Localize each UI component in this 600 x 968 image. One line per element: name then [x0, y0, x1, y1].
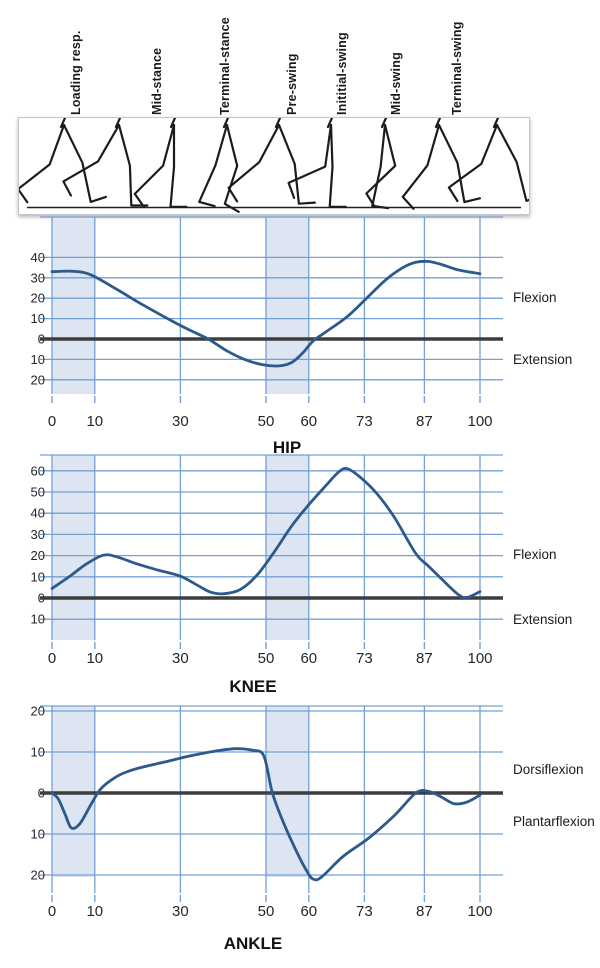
shaded-band: [266, 455, 309, 640]
x-tick-label: 0: [48, 650, 56, 667]
y-tick-label: 10: [31, 745, 45, 760]
axis-side-label-positive: Flexion: [513, 547, 557, 562]
pelvis-line: [274, 118, 282, 129]
leg-outline: [447, 123, 499, 203]
leg-outline: [371, 123, 390, 210]
walking-legs-illustration: [19, 118, 529, 213]
x-tick-label: 100: [467, 413, 492, 430]
hip-chart: 01030506073871004030201001020FlexionExte…: [31, 216, 572, 457]
y-tick-label: 30: [31, 270, 45, 285]
chart-title: KNEE: [229, 677, 276, 696]
y-tick-label: 10: [31, 612, 45, 627]
pelvis-line: [114, 118, 122, 129]
leg-outline: [437, 123, 481, 204]
ankle-chart: 0103050607387100201001020DorsiflexionPla…: [31, 704, 595, 954]
gait-figure: [227, 118, 316, 205]
x-tick-label: 87: [416, 413, 433, 430]
x-tick-label: 0: [48, 413, 56, 430]
y-tick-label: 50: [31, 485, 45, 500]
leg-outline: [19, 123, 66, 204]
y-tick-label: 30: [31, 527, 45, 542]
x-tick-label: 100: [467, 903, 492, 920]
y-tick-label: 20: [31, 548, 45, 563]
shaded-band: [266, 217, 309, 394]
leg-outline: [117, 123, 149, 207]
y-tick-label: 20: [31, 291, 45, 306]
gait-figure: [19, 118, 107, 204]
y-tick-label: 10: [31, 569, 45, 584]
x-tick-label: 87: [416, 650, 433, 667]
x-tick-label: 60: [300, 650, 317, 667]
leg-outline: [401, 123, 441, 210]
x-tick-label: 30: [172, 413, 189, 430]
leg-outline: [495, 123, 529, 202]
leg-outline: [62, 123, 107, 203]
x-tick-label: 50: [258, 413, 275, 430]
shaded-band: [52, 455, 95, 640]
y-tick-label: 40: [31, 506, 45, 521]
pelvis-line: [222, 118, 230, 129]
leg-outline: [328, 123, 347, 208]
axis-side-label-negative: Extension: [513, 612, 572, 627]
gait-figure: [133, 118, 188, 209]
gait-figure: [62, 118, 149, 207]
pelvis-line: [380, 118, 388, 129]
x-tick-label: 50: [258, 903, 275, 920]
x-tick-label: 73: [356, 413, 373, 430]
data-curve: [50, 259, 482, 368]
pelvis-line: [492, 118, 500, 129]
data-curve: [50, 467, 482, 600]
y-tick-label: 10: [31, 311, 45, 326]
leg-outline: [227, 123, 281, 203]
axis-side-label-positive: Dorsiflexion: [513, 762, 584, 777]
leg-outline: [133, 123, 176, 209]
gait-figure: [287, 118, 347, 208]
y-tick-label: 20: [31, 372, 45, 387]
pelvis-line: [434, 118, 442, 129]
x-tick-label: 100: [467, 650, 492, 667]
gait-figure: [447, 118, 529, 203]
pelvis-line: [169, 118, 177, 129]
y-tick-label: 10: [31, 352, 45, 367]
y-tick-label: 60: [31, 463, 45, 478]
x-tick-label: 87: [416, 903, 433, 920]
chart-title: ANKLE: [224, 934, 283, 953]
axis-side-label-negative: Extension: [513, 352, 572, 367]
gait-figure: [401, 118, 481, 210]
leg-outline: [62, 123, 121, 197]
axis-side-label-negative: Plantarflexion: [513, 814, 595, 829]
pelvis-line: [326, 118, 334, 129]
x-tick-label: 10: [86, 903, 103, 920]
y-tick-label: 10: [31, 827, 45, 842]
y-tick-label: 20: [31, 704, 45, 719]
x-tick-label: 60: [300, 903, 317, 920]
knee-chart: 0103050607387100605040302010010FlexionEx…: [31, 454, 572, 696]
gait-figure: [365, 118, 397, 210]
x-tick-label: 30: [172, 903, 189, 920]
leg-outline: [169, 123, 188, 208]
x-tick-label: 60: [300, 413, 317, 430]
y-tick-label: 20: [31, 868, 45, 883]
x-tick-label: 0: [48, 903, 56, 920]
chart-title: HIP: [273, 438, 301, 457]
axis-side-label-positive: Flexion: [513, 290, 557, 305]
gait-figure-strip: [18, 117, 530, 215]
y-tick-label: 40: [31, 250, 45, 265]
x-tick-label: 50: [258, 650, 275, 667]
x-tick-label: 73: [356, 650, 373, 667]
x-tick-label: 30: [172, 650, 189, 667]
pelvis-line: [59, 118, 67, 129]
x-tick-label: 73: [356, 903, 373, 920]
x-tick-label: 10: [86, 413, 103, 430]
leg-outline: [365, 123, 397, 209]
leg-outline: [277, 123, 316, 205]
leg-outline: [287, 123, 333, 199]
leg-outline: [198, 123, 229, 208]
shaded-band: [52, 217, 95, 394]
data-curve: [50, 747, 482, 882]
x-tick-label: 10: [86, 650, 103, 667]
